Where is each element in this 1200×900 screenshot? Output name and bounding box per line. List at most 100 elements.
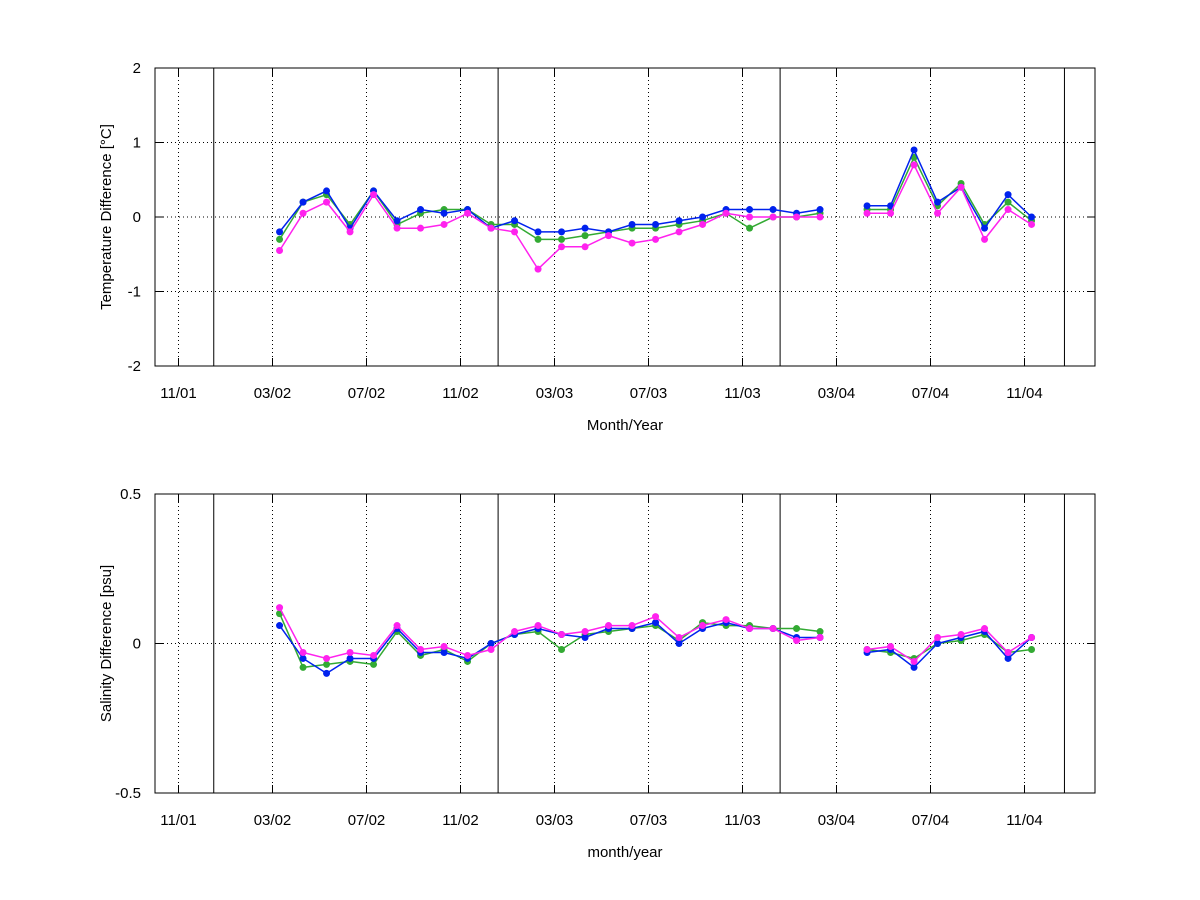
data-point [440,209,448,217]
x-tick-label: 07/02 [348,385,386,402]
data-point [299,648,307,656]
data-point [981,224,989,232]
x-tick-label: 07/03 [630,385,668,402]
data-point [652,220,660,228]
data-point [910,663,918,671]
data-point [934,640,942,647]
data-point [370,651,378,659]
x-tick-label: 11/01 [160,812,196,829]
x-tick-label: 11/01 [160,385,196,402]
data-point [1004,198,1012,206]
x-tick-label: 11/04 [1006,385,1042,402]
x-tick-label: 11/02 [442,385,478,402]
data-point [675,228,683,236]
data-point [605,232,613,240]
data-point [675,634,683,642]
y-tick-label: 0 [133,636,141,653]
data-point [1004,191,1012,199]
data-point [487,645,495,653]
data-point [746,213,754,221]
data-point [1004,206,1012,214]
data-point [675,640,683,647]
data-point [1028,213,1036,221]
x-tick-label: 07/02 [348,812,386,829]
data-point [887,642,895,650]
data-point [887,209,895,217]
data-point [299,654,307,662]
data-point [417,224,425,232]
data-point [534,265,542,273]
data-point [863,645,871,653]
x-tick-label: 03/03 [536,385,574,402]
x-axis-label: Month/Year [587,417,663,434]
data-point [957,631,965,639]
data-point [558,228,566,236]
data-point [323,669,331,677]
series-line [278,621,820,675]
data-point [323,198,331,206]
data-point [487,640,495,647]
data-point [299,663,307,671]
data-point [722,616,730,624]
data-point [1028,220,1036,228]
x-tick-label: 11/03 [724,385,760,402]
data-point [440,220,448,228]
data-point [534,228,542,236]
y-tick-label: -2 [128,358,141,375]
data-point [934,634,942,642]
series-line [866,630,1032,669]
data-point [1004,654,1012,662]
data-point [1028,645,1036,653]
data-point [276,235,284,243]
x-tick-label: 03/04 [818,385,856,402]
data-point [581,243,589,251]
data-point [699,213,707,221]
series-line [278,613,821,669]
data-point [276,604,284,612]
data-point [323,654,331,662]
series-line [278,193,820,271]
data-point [393,622,401,630]
data-point [299,198,307,206]
y-tick-label: -0.5 [115,785,141,802]
axes-box [154,67,1096,367]
y-axis-label: Temperature Difference [°C] [98,124,115,310]
data-point [699,622,707,630]
data-point [440,642,448,650]
series-line [278,607,821,660]
x-tick-label: 07/04 [912,812,950,829]
series-line [867,148,1033,230]
data-point [558,243,566,251]
data-point [699,220,707,228]
y-tick-label: 2 [133,60,141,77]
data-point [393,224,401,232]
data-point [957,183,965,191]
data-point [981,235,989,243]
data-point [581,232,589,240]
axes-box [154,493,1096,794]
data-point [346,228,354,236]
data-point [323,187,331,195]
data-point [487,224,495,232]
data-point [370,660,378,668]
data-point [816,634,824,642]
data-point [370,191,378,199]
x-tick-label: 11/04 [1006,812,1042,829]
data-point [769,206,777,214]
data-point [417,206,425,214]
x-tick-label: 03/02 [254,385,292,402]
data-point [816,628,824,636]
data-point [628,239,636,247]
data-point [605,622,613,630]
data-point [581,634,589,642]
data-point [346,654,354,662]
x-tick-label: 07/04 [912,385,950,402]
data-point [581,628,589,636]
y-axis-label: Salinity Difference [psu] [98,565,115,722]
x-tick-label: 07/03 [630,812,668,829]
data-point [464,651,472,659]
data-point [863,202,871,210]
data-point [558,235,566,243]
data-point [863,209,871,217]
